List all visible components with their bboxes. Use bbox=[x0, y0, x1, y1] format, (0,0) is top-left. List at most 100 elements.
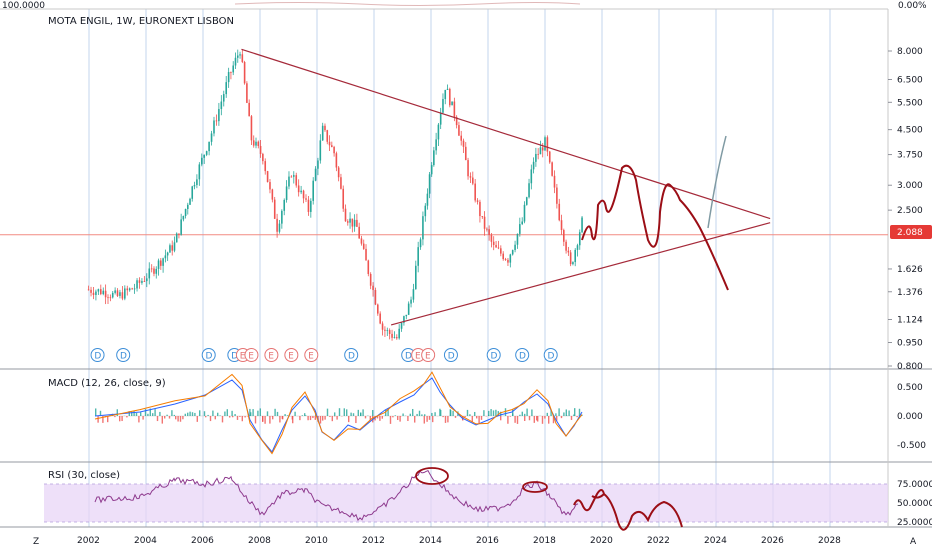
macd-pane[interactable]: MACD (12, 26, close, 9) 0.500 0.000 -0.500 bbox=[48, 371, 926, 455]
dividend-marker[interactable]: D bbox=[515, 348, 530, 362]
candle-body bbox=[396, 337, 398, 339]
candle-body bbox=[386, 330, 389, 331]
macd-histogram-bar bbox=[171, 410, 173, 416]
candle-body bbox=[433, 150, 435, 166]
candle-body bbox=[451, 101, 453, 106]
trend-line[interactable] bbox=[390, 222, 771, 326]
candle-body bbox=[530, 169, 533, 184]
price-axis-label: 2.500 bbox=[897, 206, 923, 216]
dividend-marker[interactable]: D bbox=[116, 348, 131, 362]
candle-body bbox=[259, 145, 262, 154]
macd-histogram-bar bbox=[194, 412, 196, 416]
macd-histogram-bar bbox=[184, 413, 186, 416]
dividend-marker[interactable]: D bbox=[443, 348, 458, 362]
macd-histogram-bar bbox=[507, 416, 509, 424]
macd-histogram-bar bbox=[205, 416, 207, 418]
rsi-projection-drawing[interactable] bbox=[573, 489, 683, 531]
candle-body bbox=[535, 153, 537, 162]
earnings-marker[interactable]: E bbox=[244, 348, 259, 362]
macd-histogram-bar bbox=[469, 414, 471, 416]
candle-body bbox=[453, 101, 456, 117]
macd-histogram-bar bbox=[352, 413, 355, 416]
candle-body bbox=[576, 245, 579, 250]
earnings-marker[interactable]: E bbox=[284, 348, 299, 362]
time-axis-label: 2012 bbox=[362, 536, 385, 546]
macd-histogram-bar bbox=[362, 409, 364, 416]
macd-histogram-bar bbox=[173, 414, 175, 416]
candle-body bbox=[200, 157, 203, 165]
price-axis[interactable]: 8.000 6.500 5.500 4.500 3.750 3.000 2.500 1.626… bbox=[888, 47, 923, 372]
macd-histogram-bar bbox=[301, 415, 303, 416]
macd-histogram-bar bbox=[392, 416, 394, 418]
time-axis-label: 2022 bbox=[647, 536, 670, 546]
macd-histogram-bar bbox=[179, 416, 182, 422]
macd-histogram-bar bbox=[331, 416, 333, 422]
macd-histogram-bar bbox=[512, 409, 514, 416]
macd-histogram-bar bbox=[552, 416, 555, 424]
candle-body bbox=[528, 183, 530, 198]
time-axis-right-label[interactable]: A bbox=[910, 537, 917, 547]
rsi-annotation-circle[interactable] bbox=[522, 481, 548, 493]
dividend-marker[interactable]: D bbox=[486, 348, 501, 362]
candle-body bbox=[537, 153, 539, 155]
trend-line[interactable] bbox=[241, 48, 771, 220]
macd-histogram-bar bbox=[336, 416, 338, 420]
time-axis[interactable]: 2002 2004 2006 2008 2010 2012 2014 2016 2018 2020… bbox=[77, 536, 841, 546]
macd-histogram-bar bbox=[450, 410, 452, 416]
macd-histogram-bar bbox=[191, 412, 194, 416]
macd-histogram-bar bbox=[140, 412, 142, 416]
candle-body bbox=[379, 313, 381, 324]
rsi-pane[interactable]: RSI (30, close) 75.0000 50.0000 25.0000 bbox=[44, 467, 932, 531]
time-axis-left-label[interactable]: Z bbox=[33, 537, 39, 547]
macd-histogram-bar bbox=[364, 416, 367, 419]
earnings-marker[interactable]: E bbox=[264, 348, 279, 362]
macd-histogram-bar bbox=[500, 411, 502, 416]
candle-body bbox=[439, 112, 442, 125]
trend-lines[interactable] bbox=[241, 48, 771, 326]
macd-histogram-bar bbox=[319, 416, 322, 424]
macd-histogram-bar bbox=[541, 416, 544, 424]
candle-body bbox=[486, 228, 488, 230]
projection-drawing[interactable] bbox=[581, 164, 729, 291]
macd-histogram-bar bbox=[279, 416, 281, 423]
rsi-annotation-circle[interactable] bbox=[415, 467, 449, 485]
macd-histogram-bar bbox=[524, 416, 526, 421]
dividend-marker[interactable]: D bbox=[344, 348, 359, 362]
macd-histogram-bar bbox=[500, 416, 502, 421]
macd-histogram-bar bbox=[348, 416, 350, 423]
marker-letter: E bbox=[415, 352, 421, 362]
dividend-marker[interactable]: D bbox=[90, 348, 105, 362]
earnings-marker[interactable]: E bbox=[304, 348, 319, 362]
dividend-marker[interactable]: D bbox=[543, 348, 558, 362]
macd-histogram-bar bbox=[399, 416, 401, 422]
macd-histogram-bar bbox=[114, 416, 116, 418]
projection-up-drawing[interactable] bbox=[707, 135, 727, 229]
candle-body bbox=[384, 329, 386, 331]
marker-letter: D bbox=[519, 352, 526, 362]
macd-axis[interactable]: 0.500 0.000 -0.500 bbox=[897, 383, 926, 451]
price-axis-label: 3.750 bbox=[897, 151, 923, 161]
macd-histogram-bar bbox=[423, 416, 425, 424]
candle-body bbox=[560, 220, 563, 231]
earnings-marker[interactable]: E bbox=[421, 348, 436, 362]
candle-body bbox=[153, 268, 155, 274]
candle-body bbox=[104, 290, 107, 298]
macd-histogram-bar bbox=[266, 411, 269, 416]
candle-body bbox=[292, 175, 295, 177]
candle-body bbox=[87, 289, 90, 291]
macd-axis-label: 0.000 bbox=[897, 412, 923, 422]
dividend-marker[interactable]: D bbox=[201, 348, 216, 362]
candle-body bbox=[495, 244, 497, 248]
candle-body bbox=[342, 188, 345, 209]
macd-histogram-bar bbox=[573, 414, 575, 416]
rsi-axis[interactable]: 75.0000 50.0000 25.0000 bbox=[897, 480, 932, 528]
candle-body bbox=[111, 292, 114, 298]
candle-body bbox=[578, 232, 581, 246]
candle-body bbox=[388, 330, 391, 334]
candle-body bbox=[367, 260, 370, 274]
macd-histogram-bar bbox=[189, 411, 191, 416]
macd-histogram-bar bbox=[440, 409, 442, 416]
